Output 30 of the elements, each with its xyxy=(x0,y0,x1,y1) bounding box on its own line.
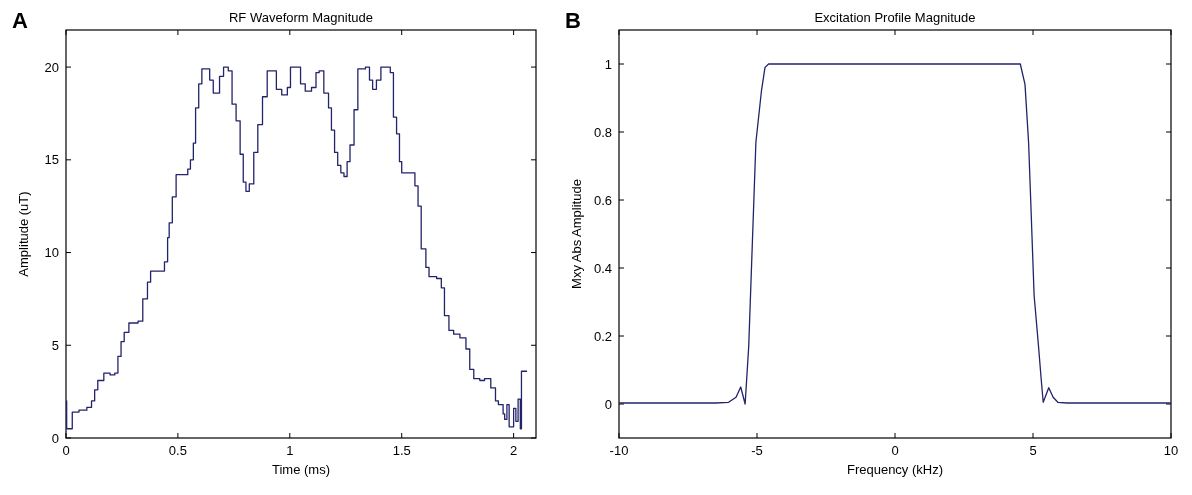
y-axis-title: Amplitude (uT) xyxy=(16,191,31,277)
y-tick-label: 0 xyxy=(51,430,59,446)
x-tick-label: 2 xyxy=(510,443,518,458)
x-axis-title: Frequency (kHz) xyxy=(846,462,944,477)
text: B xyxy=(565,8,581,33)
x-tick-label: 10 xyxy=(1163,443,1179,458)
chart-title: Excitation Profile Magnitude xyxy=(814,10,976,25)
y-tick-label: 1 xyxy=(604,56,612,72)
y-tick-label: 0.2 xyxy=(593,328,612,344)
x-tick-label: -10 xyxy=(609,443,629,458)
y-tick-label: 0.8 xyxy=(593,124,612,140)
text: A xyxy=(12,8,28,33)
x-tick-label: 0 xyxy=(62,443,70,458)
y-tick-label: 5 xyxy=(51,337,59,353)
chart-title: RF Waveform Magnitude xyxy=(228,10,374,25)
y-tick-label: 20 xyxy=(44,59,59,75)
x-tick-label: 1.5 xyxy=(392,443,411,458)
x-tick-label: -5 xyxy=(751,443,763,458)
x-tick-label: 0 xyxy=(891,443,899,458)
line-series xyxy=(618,63,1172,405)
y-tick-label: 0 xyxy=(604,396,612,412)
y-tick-label: 15 xyxy=(44,152,59,168)
x-tick-label: 5 xyxy=(1029,443,1037,458)
y-tick-label: 0.6 xyxy=(593,192,612,208)
x-tick-label: 1 xyxy=(286,443,294,458)
x-axis-title: Time (ms) xyxy=(271,462,331,477)
y-tick-label: 0.4 xyxy=(593,260,612,276)
y-tick-label: 10 xyxy=(44,245,59,261)
y-axis-title: Mxy Abs Amplitude xyxy=(569,179,584,289)
x-tick-label: 0.5 xyxy=(168,443,187,458)
